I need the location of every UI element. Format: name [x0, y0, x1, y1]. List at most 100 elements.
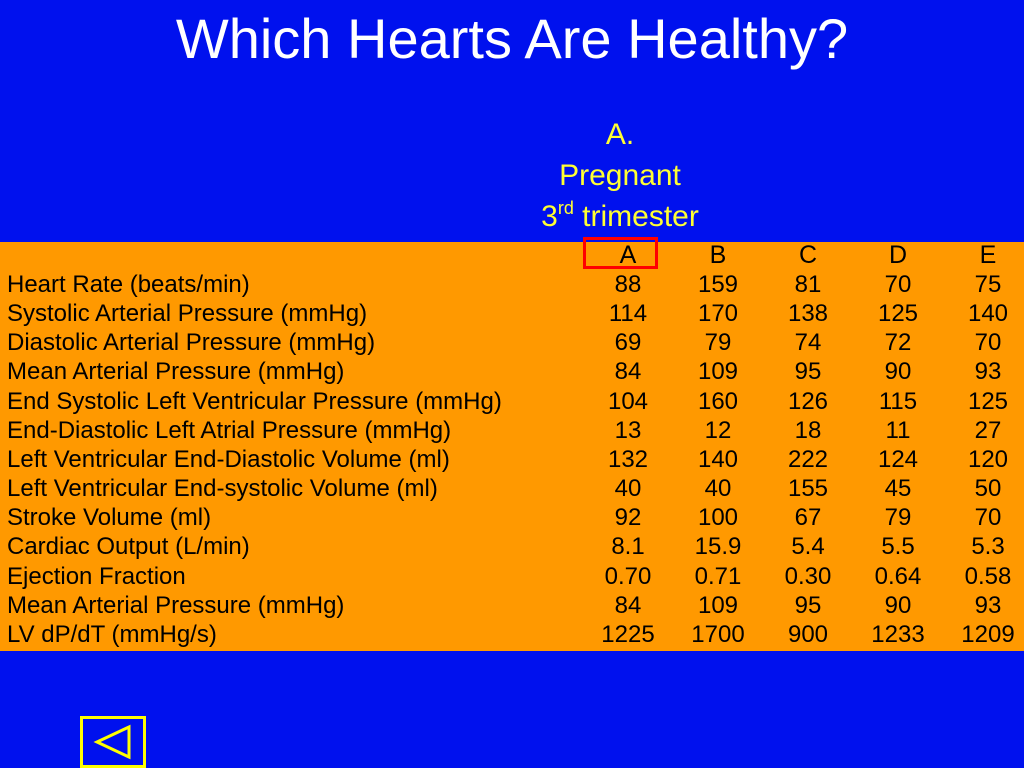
table-cell: 50: [974, 475, 1002, 502]
caption-line-1: A.: [605, 118, 635, 151]
row-label: Ejection Fraction: [7, 563, 186, 590]
row-label: Heart Rate (beats/min): [7, 271, 250, 298]
table-cell: 95: [794, 592, 822, 619]
table-row: Mean Arterial Pressure (mmHg) 84 109 95 90 93: [0, 357, 1024, 386]
table-cell: 5.3: [971, 533, 1005, 560]
table-row: Cardiac Output (L/min) 8.1 15.9 5.4 5.5 5.3: [0, 532, 1024, 561]
back-button[interactable]: [80, 716, 146, 768]
table-cell: 13: [614, 417, 642, 444]
table-cell: 93: [974, 358, 1002, 385]
table-cell: 70: [974, 504, 1002, 531]
table-cell: 27: [974, 417, 1002, 444]
table-cell: 15.9: [694, 533, 742, 560]
row-label: Mean Arterial Pressure (mmHg): [7, 592, 345, 619]
table-cell: 72: [884, 329, 912, 356]
table-cell: 120: [967, 446, 1009, 473]
table-cell: 5.5: [881, 533, 915, 560]
table-cell: 11: [885, 417, 911, 444]
table-cell: 81: [794, 271, 822, 298]
table-cell: 900: [787, 621, 829, 648]
table-cell: 70: [974, 329, 1002, 356]
table-cell: 160: [697, 388, 739, 415]
row-label: End-Diastolic Left Atrial Pressure (mmHg…: [7, 417, 452, 444]
table-cell: 140: [697, 446, 739, 473]
table-cell: 138: [787, 300, 829, 327]
table-cell: 18: [794, 417, 822, 444]
table-cell: 95: [794, 358, 822, 385]
table-cell: 0.64: [874, 563, 922, 590]
slide-title: Which Hearts Are Healthy?: [175, 7, 849, 70]
table-cell: 40: [614, 475, 642, 502]
table-row: Stroke Volume (ml) 92 100 67 79 70: [0, 503, 1024, 532]
table-cell: 69: [614, 329, 642, 356]
table-cell: 170: [697, 300, 739, 327]
table-cell: 40: [704, 475, 732, 502]
table-cell: 84: [614, 358, 642, 385]
column-header-e: E: [979, 241, 997, 269]
table-cell: 5.4: [791, 533, 825, 560]
table-cell: 1225: [601, 621, 655, 648]
caption-ordinal-number: 3: [541, 200, 558, 233]
table-cell: 0.70: [604, 563, 652, 590]
table-cell: 12: [704, 417, 732, 444]
caption-line-2: Pregnant: [559, 159, 681, 192]
table-cell: 79: [704, 329, 732, 356]
table-cell: 0.58: [964, 563, 1012, 590]
table-cell: 84: [614, 592, 642, 619]
table-cell: 74: [794, 329, 822, 356]
caption-trimester-text: trimester: [573, 200, 699, 233]
table-cell: 45: [884, 475, 912, 502]
table-cell: 100: [697, 504, 739, 531]
table-cell: 126: [787, 388, 829, 415]
row-label: End Systolic Left Ventricular Pressure (…: [7, 388, 502, 415]
table-cell: 70: [884, 271, 912, 298]
table-cell: 140: [967, 300, 1009, 327]
row-label: Left Ventricular End-systolic Volume (ml…: [7, 475, 438, 502]
row-label: Mean Arterial Pressure (mmHg): [7, 358, 345, 385]
table-cell: 1209: [961, 621, 1015, 648]
table-row: Diastolic Arterial Pressure (mmHg) 69 79 74…: [0, 328, 1024, 357]
column-header-a: A: [619, 241, 637, 269]
column-header-c: C: [798, 241, 818, 269]
table-cell: 75: [974, 271, 1002, 298]
column-header-b: B: [709, 241, 727, 269]
table-cell: 104: [607, 388, 649, 415]
table-cell: 8.1: [611, 533, 645, 560]
table-cell: 132: [607, 446, 649, 473]
row-label: LV dP/dT (mmHg/s): [7, 621, 217, 648]
caption-ordinal-suffix: rd: [557, 198, 574, 218]
table-cell: 90: [884, 358, 912, 385]
table-cell: 115: [878, 388, 918, 415]
table-cell: 114: [608, 300, 648, 327]
table-cell: 0.30: [784, 563, 832, 590]
table-row: Left Ventricular End-Diastolic Volume (m…: [0, 445, 1024, 474]
column-a-caption: A. Pregnant 3rd trimester: [480, 114, 760, 237]
table-cell: 67: [794, 504, 822, 531]
back-triangle-icon: [93, 724, 131, 760]
table-row: Ejection Fraction 0.70 0.71 0.30 0.64 0.58: [0, 562, 1024, 591]
caption-line-3: 3rd trimester: [480, 196, 760, 237]
table-row: End Systolic Left Ventricular Pressure (…: [0, 387, 1024, 416]
table-cell: 88: [614, 271, 642, 298]
table-row: Heart Rate (beats/min) 88 159 81 70 75: [0, 270, 1024, 299]
table-cell: 125: [877, 300, 919, 327]
table-row: Mean Arterial Pressure (mmHg) 84 109 95 90 93: [0, 591, 1024, 620]
table-cell: 1233: [871, 621, 925, 648]
table-cell: 109: [697, 592, 739, 619]
table-cell: 92: [614, 504, 642, 531]
table-cell: 0.71: [694, 563, 742, 590]
table-row: Systolic Arterial Pressure (mmHg) 114 170 1…: [0, 299, 1024, 328]
row-label: Left Ventricular End-Diastolic Volume (m…: [7, 446, 450, 473]
table-cell: 125: [967, 388, 1009, 415]
table-cell: 79: [884, 504, 912, 531]
table-cell: 159: [697, 271, 739, 298]
row-label: Stroke Volume (ml): [7, 504, 212, 531]
table-cell: 222: [787, 446, 829, 473]
table-cell: 1700: [691, 621, 745, 648]
table-row: End-Diastolic Left Atrial Pressure (mmHg…: [0, 416, 1024, 445]
column-a-highlight-box: [583, 237, 658, 269]
column-header-d: D: [888, 241, 908, 269]
table-row: LV dP/dT (mmHg/s) 1225 1700 900 1233 1209: [0, 620, 1024, 649]
row-label: Diastolic Arterial Pressure (mmHg): [7, 329, 376, 356]
row-label: Systolic Arterial Pressure (mmHg): [7, 300, 368, 327]
